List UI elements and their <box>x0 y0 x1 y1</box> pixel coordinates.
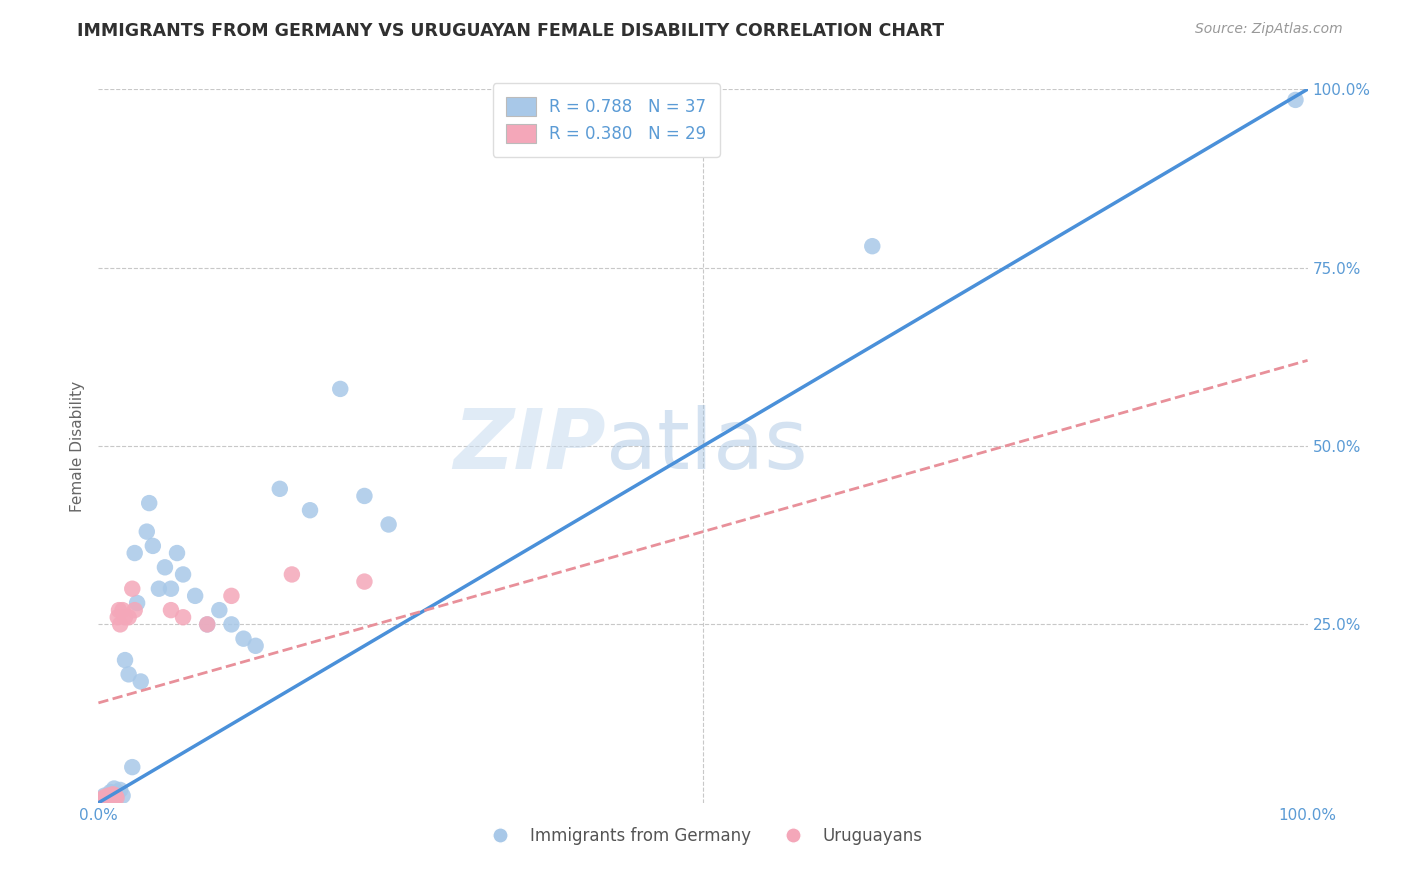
Point <box>121 582 143 596</box>
Point <box>108 603 131 617</box>
Legend: Immigrants from Germany, Uruguayans: Immigrants from Germany, Uruguayans <box>477 821 929 852</box>
Point <box>100 790 122 805</box>
Point <box>232 632 254 646</box>
Point <box>208 603 231 617</box>
Point <box>124 603 146 617</box>
Point <box>94 794 117 808</box>
Point <box>269 482 291 496</box>
Point <box>299 503 322 517</box>
Point <box>160 603 183 617</box>
Point <box>100 785 122 799</box>
Point <box>93 790 115 805</box>
Point <box>107 785 129 799</box>
Point <box>111 789 134 803</box>
Point <box>353 489 375 503</box>
Point <box>353 574 375 589</box>
Point <box>91 792 114 806</box>
Point <box>100 791 122 805</box>
Point <box>101 787 124 801</box>
Point <box>860 239 883 253</box>
Point <box>111 603 134 617</box>
Text: atlas: atlas <box>606 406 808 486</box>
Point <box>103 792 125 806</box>
Point <box>172 610 194 624</box>
Point <box>97 792 120 806</box>
Point <box>135 524 157 539</box>
Point <box>138 496 160 510</box>
Point <box>103 781 125 796</box>
Point <box>97 789 120 803</box>
Point <box>114 653 136 667</box>
Text: Source: ZipAtlas.com: Source: ZipAtlas.com <box>1195 22 1343 37</box>
Point <box>148 582 170 596</box>
Point <box>97 792 120 806</box>
Point <box>108 617 131 632</box>
Point <box>118 667 141 681</box>
Point <box>1284 93 1306 107</box>
Point <box>96 791 118 805</box>
Point <box>105 790 128 805</box>
Point <box>105 789 128 803</box>
Point <box>195 617 218 632</box>
Point <box>93 789 115 803</box>
Point <box>172 567 194 582</box>
Point <box>221 617 243 632</box>
Point <box>129 674 152 689</box>
Point <box>329 382 352 396</box>
Point <box>124 546 146 560</box>
Point <box>114 610 136 624</box>
Point <box>142 539 165 553</box>
Point <box>121 760 143 774</box>
Y-axis label: Female Disability: Female Disability <box>70 380 86 512</box>
Text: ZIP: ZIP <box>454 406 606 486</box>
Point <box>221 589 243 603</box>
Point <box>101 787 124 801</box>
Point <box>101 790 124 805</box>
Point <box>118 610 141 624</box>
Point <box>107 610 129 624</box>
Point <box>98 790 121 805</box>
Point <box>377 517 399 532</box>
Point <box>108 783 131 797</box>
Text: IMMIGRANTS FROM GERMANY VS URUGUAYAN FEMALE DISABILITY CORRELATION CHART: IMMIGRANTS FROM GERMANY VS URUGUAYAN FEM… <box>77 22 945 40</box>
Point <box>281 567 304 582</box>
Point <box>160 582 183 596</box>
Point <box>184 589 207 603</box>
Point <box>127 596 149 610</box>
Point <box>245 639 267 653</box>
Point <box>166 546 188 560</box>
Point <box>153 560 176 574</box>
Point <box>100 794 122 808</box>
Point <box>100 789 122 803</box>
Point <box>104 789 127 803</box>
Point <box>195 617 218 632</box>
